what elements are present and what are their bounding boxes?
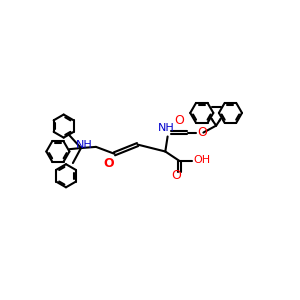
Text: OH: OH	[193, 155, 210, 165]
Text: O: O	[197, 126, 207, 139]
Text: NH: NH	[76, 140, 92, 150]
Text: O: O	[174, 114, 184, 127]
Text: O: O	[171, 169, 181, 182]
Text: NH: NH	[158, 123, 175, 133]
Text: O: O	[103, 157, 114, 169]
